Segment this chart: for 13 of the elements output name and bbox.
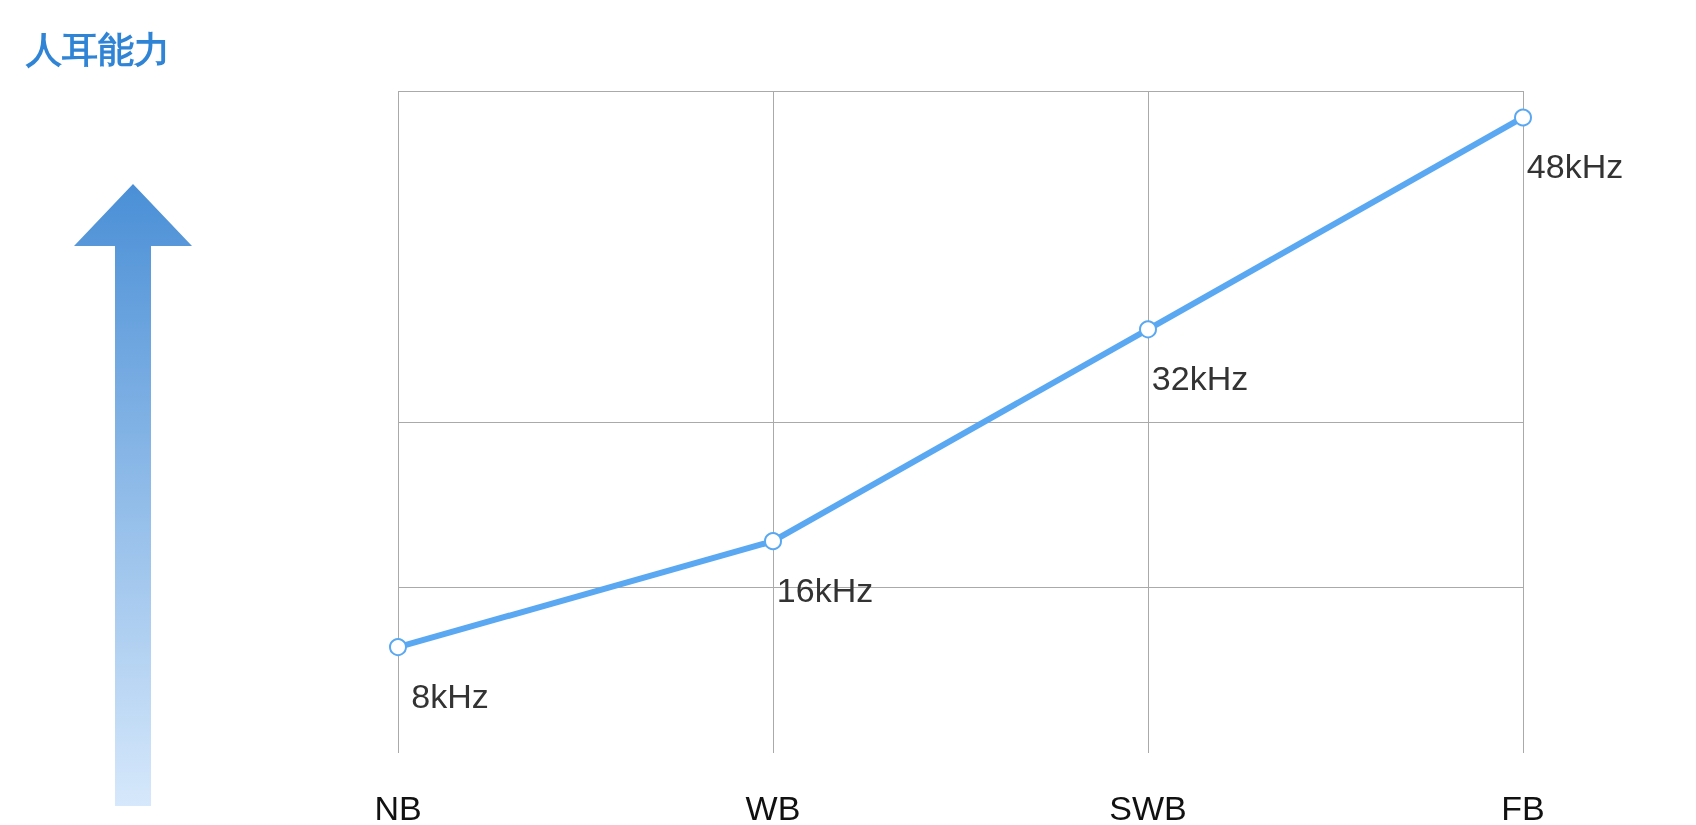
x-tick-label: FB (1501, 789, 1545, 825)
data-label: 16kHz (776, 571, 874, 610)
data-label: 32kHz (1151, 359, 1249, 398)
x-tick-label: NB (374, 789, 422, 825)
text: 人耳能力 (26, 28, 170, 72)
point (1139, 320, 1157, 339)
point (389, 638, 407, 657)
x-tick-label: SWB (1109, 789, 1187, 825)
data-label: 48kHz (1526, 147, 1624, 186)
point (764, 532, 782, 551)
data-label: 8kHz (411, 677, 489, 716)
point (1514, 108, 1532, 127)
x-tick-label: WB (745, 789, 801, 825)
